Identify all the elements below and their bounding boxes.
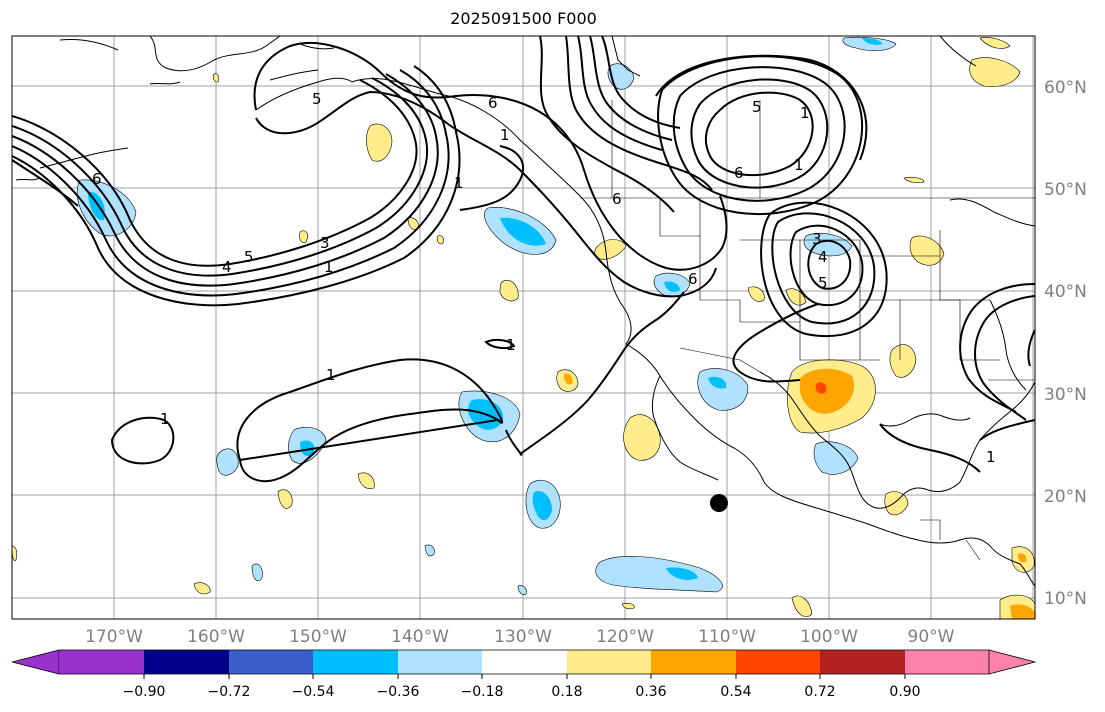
contour-label: 1 xyxy=(500,126,510,144)
longitude-label: 110°W xyxy=(698,627,756,647)
colorbar-low-extension xyxy=(11,649,60,675)
contour-label: 1 xyxy=(160,410,170,428)
colorbar-tick-label: 0.18 xyxy=(551,684,583,700)
storm-position-marker xyxy=(710,494,728,512)
colorbar-tick-label: −0.54 xyxy=(291,684,335,700)
graticule xyxy=(12,36,1035,619)
longitude-label: 140°W xyxy=(391,627,449,647)
colorbar-bin xyxy=(482,650,567,674)
longitude-label: 90°W xyxy=(907,627,955,647)
latitude-label: 10°N xyxy=(1044,589,1087,609)
latitude-label: 20°N xyxy=(1044,487,1087,507)
colorbar-bin xyxy=(398,650,482,674)
map-title: 2025091500 F000 xyxy=(450,9,597,28)
colorbar-tick-label: 0.72 xyxy=(804,684,836,700)
contour-label: 3 xyxy=(320,234,330,252)
colorbar-bin xyxy=(229,650,313,674)
contour-label: 5 xyxy=(752,98,762,116)
latitude-label: 60°N xyxy=(1044,78,1087,98)
colorbar xyxy=(11,649,1037,679)
height-contours xyxy=(12,36,1035,483)
colorbar-tick-label: −0.90 xyxy=(122,684,166,700)
contour-label: 3 xyxy=(812,230,822,248)
contour-label: 4 xyxy=(818,248,828,266)
latitude-label: 50°N xyxy=(1044,180,1087,200)
colorbar-high-extension xyxy=(988,649,1037,675)
longitude-label: 120°W xyxy=(596,627,654,647)
contour-label: 1 xyxy=(986,448,996,466)
colorbar-tick-label: 0.54 xyxy=(720,684,752,700)
contour-label: 5 xyxy=(312,90,322,108)
colorbar-tick-label: 0.36 xyxy=(635,684,667,700)
contour-label: 6 xyxy=(612,190,622,208)
contour-value-labels: 6 5 4 3 1 1 6 5 1 6 6 1 3 1 1 1 4 5 6 1 … xyxy=(92,90,996,466)
longitude-label: 130°W xyxy=(494,627,552,647)
contour-label: 6 xyxy=(688,270,698,288)
colorbar-bin xyxy=(651,650,736,674)
contour-label: 1 xyxy=(454,174,464,192)
colorbar-bin xyxy=(905,650,989,674)
coastlines xyxy=(15,36,1035,587)
contour-label: 1 xyxy=(506,336,516,354)
contour-label: 5 xyxy=(818,274,828,292)
colorbar-bin xyxy=(144,650,229,674)
colorbar-tick-label: −0.72 xyxy=(207,684,251,700)
colorbar-tick-label: −0.36 xyxy=(376,684,420,700)
contour-label: 1 xyxy=(326,366,336,384)
contour-label: 5 xyxy=(244,248,254,266)
contour-label: 4 xyxy=(222,258,232,276)
longitude-label: 150°W xyxy=(289,627,347,647)
colorbar-bin xyxy=(567,650,651,674)
longitude-label: 160°W xyxy=(187,627,245,647)
contour-label: 6 xyxy=(488,94,498,112)
colorbar-bin xyxy=(313,650,398,674)
longitude-label: 100°W xyxy=(800,627,858,647)
contour-label: 6 xyxy=(734,164,744,182)
latitude-label: 30°N xyxy=(1044,385,1087,405)
positive-anomaly-shading xyxy=(12,37,1035,619)
colorbar-bin xyxy=(59,650,144,674)
contour-label: 6 xyxy=(92,170,102,188)
colorbar-tick-label: −0.18 xyxy=(460,684,504,700)
contour-label: 1 xyxy=(794,156,804,174)
colorbar-tick-label: 0.90 xyxy=(889,684,921,700)
longitude-label: 170°W xyxy=(85,627,143,647)
contour-label: 1 xyxy=(324,258,334,276)
colorbar-bin xyxy=(820,650,905,674)
contour-label: 1 xyxy=(800,104,810,122)
latitude-label: 40°N xyxy=(1044,282,1087,302)
colorbar-bin xyxy=(736,650,820,674)
